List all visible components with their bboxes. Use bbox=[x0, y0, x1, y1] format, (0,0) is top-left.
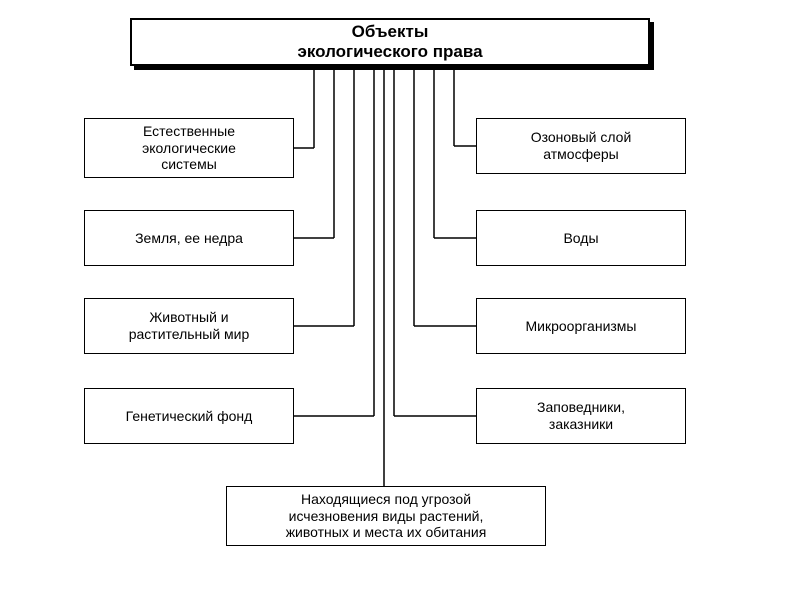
node-line: Генетический фонд bbox=[126, 408, 253, 425]
header-line1: Объекты bbox=[352, 22, 429, 42]
node-line: исчезновения виды растений, bbox=[289, 508, 484, 525]
node-line: Находящиеся под угрозой bbox=[301, 491, 471, 508]
left-node-3: Генетический фонд bbox=[84, 388, 294, 444]
left-node-1: Земля, ее недра bbox=[84, 210, 294, 266]
header-box: Объекты экологического права bbox=[130, 18, 650, 66]
right-node-3: Заповедники,заказники bbox=[476, 388, 686, 444]
node-line: Озоновый слой bbox=[531, 129, 632, 146]
node-line: атмосферы bbox=[543, 146, 618, 163]
node-line: экологические bbox=[142, 140, 236, 157]
left-node-2: Животный ирастительный мир bbox=[84, 298, 294, 354]
node-line: Заповедники, bbox=[537, 399, 625, 416]
left-node-0: Естественныеэкологическиесистемы bbox=[84, 118, 294, 178]
node-line: заказники bbox=[549, 416, 613, 433]
node-line: животных и места их обитания bbox=[286, 524, 487, 541]
node-line: Микроорганизмы bbox=[526, 318, 637, 335]
right-node-1: Воды bbox=[476, 210, 686, 266]
bottom-node: Находящиеся под угрозойисчезновения виды… bbox=[226, 486, 546, 546]
node-line: Естественные bbox=[143, 123, 235, 140]
node-line: системы bbox=[161, 156, 217, 173]
right-node-0: Озоновый слойатмосферы bbox=[476, 118, 686, 174]
node-line: Животный и bbox=[149, 309, 228, 326]
node-line: Земля, ее недра bbox=[135, 230, 243, 247]
node-line: Воды bbox=[563, 230, 598, 247]
node-line: растительный мир bbox=[129, 326, 250, 343]
right-node-2: Микроорганизмы bbox=[476, 298, 686, 354]
header-line2: экологического права bbox=[297, 42, 482, 62]
